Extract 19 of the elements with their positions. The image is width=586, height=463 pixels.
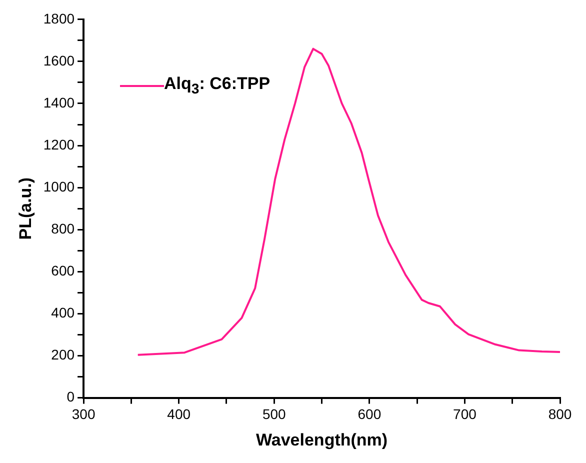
y-tick-label: 400	[51, 304, 75, 321]
x-tick-label: 700	[453, 406, 477, 422]
y-tick-label: 800	[51, 220, 75, 236]
y-tick-label: 200	[51, 346, 75, 363]
y-tick-label: 1800	[43, 10, 75, 26]
x-tick-label: 800	[548, 406, 572, 422]
y-tick-label: 0	[66, 388, 75, 405]
y-tick-label: 1000	[43, 178, 75, 194]
y-tick-label: 1200	[43, 136, 75, 152]
x-tick-label: 300	[72, 406, 96, 422]
x-tick-label: 600	[358, 406, 382, 422]
legend-label: Alq$_{3}$: C6:TPP	[164, 74, 270, 98]
x-tick-label: 400	[167, 406, 191, 422]
y-tick-label: 1400	[43, 94, 75, 110]
y-tick-label: 1600	[43, 52, 75, 68]
x-axis-title: Wavelength(nm)	[256, 430, 388, 450]
x-tick-label: 500	[262, 406, 286, 422]
y-tick-label: 600	[51, 262, 75, 279]
y-axis-title: PL(a.u.)	[16, 177, 35, 240]
